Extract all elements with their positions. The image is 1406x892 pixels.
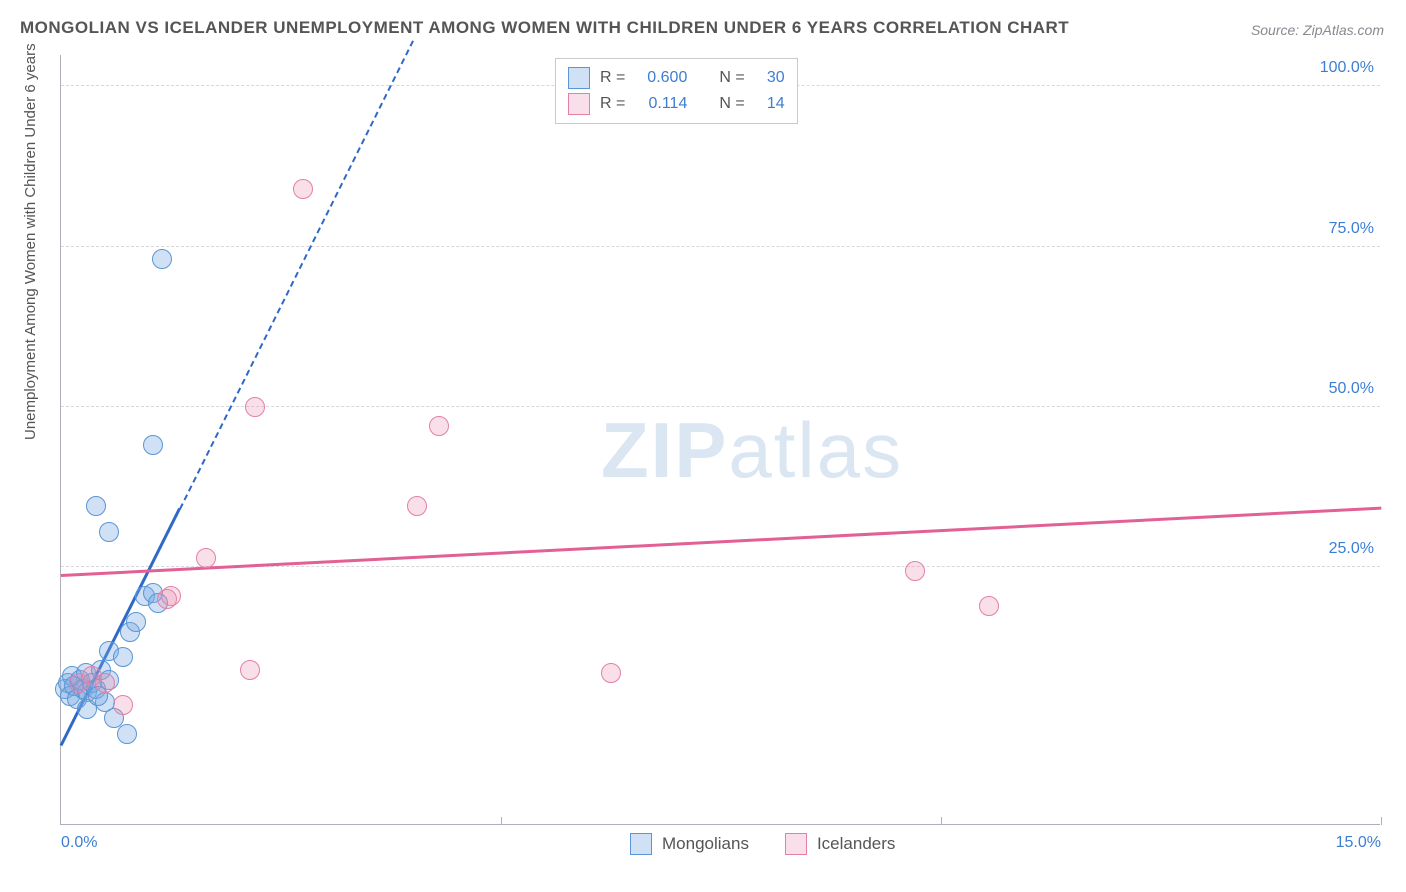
legend-label: Icelanders: [817, 834, 895, 854]
data-point: [161, 586, 181, 606]
legend-row: R = 0.114 N = 14: [568, 91, 785, 117]
data-point: [601, 663, 621, 683]
data-point: [979, 596, 999, 616]
y-axis-label: Unemployment Among Women with Children U…: [22, 43, 39, 440]
data-point: [117, 724, 137, 744]
x-tick: [501, 817, 502, 825]
legend-item: Icelanders: [785, 833, 895, 855]
r-label: R =: [600, 69, 625, 87]
data-point: [113, 647, 133, 667]
legend-swatch: [630, 833, 652, 855]
gridline: [61, 246, 1380, 247]
data-point: [293, 179, 313, 199]
data-point: [152, 249, 172, 269]
y-tick-label: 50.0%: [1329, 380, 1386, 398]
n-value: 30: [755, 69, 785, 87]
plot-area: ZIPatlas 25.0%50.0%75.0%100.0%0.0%15.0%: [60, 55, 1380, 825]
legend-swatch: [785, 833, 807, 855]
data-point: [99, 522, 119, 542]
data-point: [143, 435, 163, 455]
watermark-atlas: atlas: [728, 406, 903, 494]
correlation-legend: R = 0.600 N = 30 R = 0.114 N = 14: [555, 58, 798, 124]
source-label: Source: ZipAtlas.com: [1251, 22, 1384, 38]
data-point: [86, 496, 106, 516]
r-value: 0.114: [635, 95, 687, 113]
r-label: R =: [600, 95, 625, 113]
n-label: N =: [719, 69, 744, 87]
data-point: [429, 416, 449, 436]
legend-label: Mongolians: [662, 834, 749, 854]
x-tick-label: 0.0%: [61, 834, 97, 852]
data-point: [113, 695, 133, 715]
data-point: [240, 660, 260, 680]
y-tick-label: 25.0%: [1329, 540, 1386, 558]
data-point: [126, 612, 146, 632]
data-point: [245, 397, 265, 417]
legend-row: R = 0.600 N = 30: [568, 65, 785, 91]
series-legend: Mongolians Icelanders: [630, 833, 895, 855]
legend-swatch: [568, 93, 590, 115]
data-point: [95, 673, 115, 693]
watermark: ZIPatlas: [601, 405, 903, 496]
trendline: [179, 40, 414, 509]
data-point: [407, 496, 427, 516]
n-label: N =: [719, 95, 744, 113]
data-point: [196, 548, 216, 568]
watermark-zip: ZIP: [601, 406, 728, 494]
legend-item: Mongolians: [630, 833, 749, 855]
y-tick-label: 75.0%: [1329, 220, 1386, 238]
legend-swatch: [568, 67, 590, 89]
r-value: 0.600: [635, 69, 687, 87]
y-tick-label: 100.0%: [1320, 59, 1386, 77]
chart-title: MONGOLIAN VS ICELANDER UNEMPLOYMENT AMON…: [20, 18, 1069, 38]
x-tick-label: 15.0%: [1336, 834, 1381, 852]
x-tick: [1381, 817, 1382, 825]
n-value: 14: [755, 95, 785, 113]
data-point: [905, 561, 925, 581]
x-tick: [941, 817, 942, 825]
